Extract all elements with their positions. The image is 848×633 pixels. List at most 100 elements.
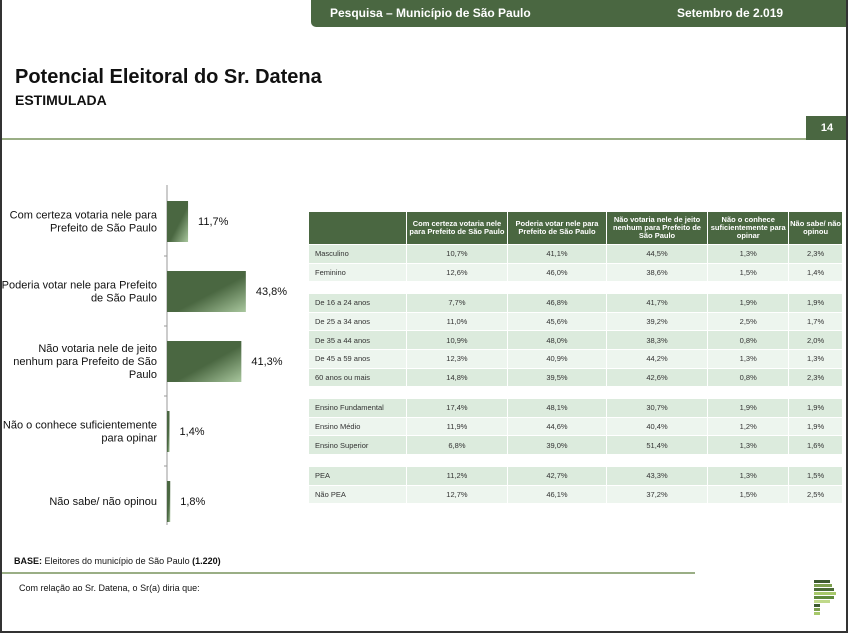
row-label: Ensino Médio [309, 417, 406, 436]
crosstab-table: Com certeza votaria nele para Prefeito d… [308, 211, 843, 504]
table-cell: 1,2% [708, 417, 789, 436]
table-row: Não PEA 12,7% 46,1% 37,2% 1,5% 2,5% [309, 485, 842, 504]
column-header [309, 212, 406, 244]
header-bar: Pesquisa – Município de São Paulo Setemb… [311, 0, 848, 27]
row-label: Feminino [309, 263, 406, 282]
table-cell: 40,4% [606, 417, 708, 436]
table-cell: 1,9% [789, 417, 842, 436]
table-row: De 16 a 24 anos 7,7% 46,8% 41,7% 1,9% 1,9% [309, 294, 842, 312]
table-cell: 6,8% [406, 436, 508, 454]
table-cell: 39,5% [508, 368, 606, 387]
column-header: Não votaria nele de jeito nenhum para Pr… [606, 212, 708, 244]
table-cell: 2,0% [789, 331, 842, 349]
table-cell: 11,9% [406, 417, 508, 436]
row-label: PEA [309, 466, 406, 485]
table-cell: 41,7% [606, 294, 708, 312]
table-cell: 44,6% [508, 417, 606, 436]
bar [167, 271, 246, 312]
row-label: De 25 a 34 anos [309, 312, 406, 331]
table-cell: 1,9% [789, 294, 842, 312]
table-cell: 12,6% [406, 263, 508, 282]
survey-title: Pesquisa – Município de São Paulo [330, 6, 531, 20]
table-cell: 41,1% [508, 245, 606, 263]
bar [167, 481, 171, 522]
table-row: Ensino Fundamental 17,4% 48,1% 30,7% 1,9% 1,9… [309, 399, 842, 417]
footer-divider [2, 572, 695, 574]
row-label: Não PEA [309, 485, 406, 504]
category-label: Poderia votar nele para Prefeito [2, 280, 157, 292]
logo-icon [814, 580, 836, 615]
table-cell: 30,7% [606, 399, 708, 417]
table-cell: 2,5% [789, 485, 842, 504]
table-cell: 1,9% [708, 399, 789, 417]
table-cell: 1,5% [708, 263, 789, 282]
table-cell: 51,4% [606, 436, 708, 454]
data-label: 41,3% [251, 356, 282, 368]
category-label: nenhum para Prefeito de São [13, 356, 157, 368]
table-row: 60 anos ou mais 14,8% 39,5% 42,6% 0,8% 2,3% [309, 368, 842, 387]
table-row: Masculino 10,7% 41,1% 44,5% 1,3% 2,3% [309, 245, 842, 263]
table-cell: 44,5% [606, 245, 708, 263]
table-cell: 46,8% [508, 294, 606, 312]
table-cell: 1,9% [789, 399, 842, 417]
table-cell: 1,3% [708, 436, 789, 454]
base-label: BASE: [14, 556, 43, 566]
row-label: De 35 a 44 anos [309, 331, 406, 349]
table-cell: 1,7% [789, 312, 842, 331]
table-cell: 42,6% [606, 368, 708, 387]
base-note: BASE: Eleitores do município de São Paul… [14, 556, 221, 566]
data-label: 43,8% [256, 286, 287, 298]
table-cell: 40,9% [508, 349, 606, 368]
base-count: (1.220) [192, 556, 221, 566]
table-row: De 25 a 34 anos 11,0% 45,6% 39,2% 2,5% 1,7% [309, 312, 842, 331]
category-label: Paulo [129, 369, 157, 381]
table-row: Feminino 12,6% 46,0% 38,6% 1,5% 1,4% [309, 263, 842, 282]
table-cell: 37,2% [606, 485, 708, 504]
table-cell: 1,5% [708, 485, 789, 504]
table-cell: 11,0% [406, 312, 508, 331]
divider [2, 138, 806, 140]
column-header: Não o conhece suficientemente para opina… [708, 212, 789, 244]
row-label: De 45 a 59 anos [309, 349, 406, 368]
category-label: Não votaria nele de jeito [38, 343, 157, 355]
table-cell: 1,3% [708, 349, 789, 368]
column-header: Não sabe/ não opinou [789, 212, 842, 244]
table-cell: 1,5% [789, 466, 842, 485]
table-cell: 10,7% [406, 245, 508, 263]
table-cell: 14,8% [406, 368, 508, 387]
row-label: Ensino Superior [309, 436, 406, 454]
table-cell: 1,3% [708, 245, 789, 263]
table-row: Ensino Médio 11,9% 44,6% 40,4% 1,2% 1,9% [309, 417, 842, 436]
table-row: PEA 11,2% 42,7% 43,3% 1,3% 1,5% [309, 466, 842, 485]
table-cell: 2,3% [789, 368, 842, 387]
table-cell: 48,0% [508, 331, 606, 349]
question-note: Com relação ao Sr. Datena, o Sr(a) diria… [19, 583, 200, 593]
category-label: Não sabe/ não opinou [49, 496, 157, 508]
table-cell: 48,1% [508, 399, 606, 417]
table-cell: 2,5% [708, 312, 789, 331]
table-row: De 45 a 59 anos 12,3% 40,9% 44,2% 1,3% 1,3% [309, 349, 842, 368]
column-header: Poderia votar nele para Prefeito de São … [508, 212, 606, 244]
table-cell: 12,3% [406, 349, 508, 368]
table-cell: 1,3% [708, 466, 789, 485]
table-cell: 11,2% [406, 466, 508, 485]
data-label: 11,7% [198, 216, 229, 228]
row-label: Masculino [309, 245, 406, 263]
table-cell: 0,8% [708, 331, 789, 349]
category-label: Prefeito de São Paulo [50, 223, 157, 235]
category-label: de São Paulo [91, 293, 157, 305]
table-cell: 39,2% [606, 312, 708, 331]
column-header: Com certeza votaria nele para Prefeito d… [406, 212, 508, 244]
category-label: Não o conhece suficientemente [3, 420, 157, 432]
table-cell: 1,9% [708, 294, 789, 312]
category-label: para opinar [101, 433, 157, 445]
table-cell: 46,1% [508, 485, 606, 504]
table-cell: 0,8% [708, 368, 789, 387]
table-cell: 39,0% [508, 436, 606, 454]
data-label: 1,4% [180, 426, 205, 438]
row-label: Ensino Fundamental [309, 399, 406, 417]
table-cell: 1,6% [789, 436, 842, 454]
data-label: 1,8% [180, 496, 205, 508]
category-label: Com certeza votaria nele para [10, 210, 158, 222]
